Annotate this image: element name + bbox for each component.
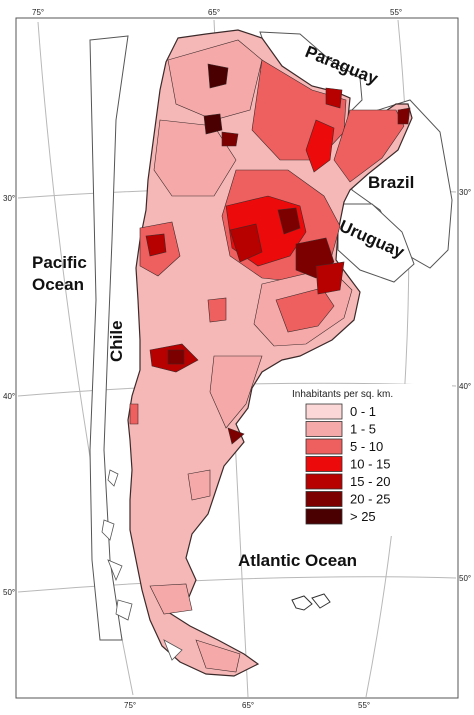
- label-brazil: Brazil: [368, 173, 414, 192]
- label-atlantic-ocean: Atlantic Ocean: [238, 551, 357, 570]
- label-pacific-ocean-line1: Pacific: [32, 253, 87, 272]
- legend-items: 0 - 1 1 - 5 5 - 10 10 - 15 15 - 20 20 - 25 > 2…: [305, 403, 390, 525]
- legend-swatch: [305, 456, 343, 472]
- tick-bottom-65: 65°: [242, 701, 254, 710]
- tick-bottom-55: 55°: [358, 701, 370, 710]
- chile-islands: [101, 469, 183, 661]
- tick-top-55: 55°: [390, 8, 402, 17]
- legend-label: 0 - 1: [350, 404, 376, 419]
- legend-swatch: [305, 508, 343, 525]
- label-chile: Chile: [107, 320, 126, 362]
- tick-left-30: 30°: [3, 194, 15, 203]
- tick-bottom-75: 75°: [124, 701, 136, 710]
- legend-label: 15 - 20: [350, 474, 390, 489]
- legend-swatch: [305, 438, 343, 455]
- legend-title: Inhabitants per sq. km.: [292, 389, 393, 400]
- tick-right-30: 30°: [459, 188, 471, 197]
- legend-label: 1 - 5: [350, 422, 376, 437]
- legend: Inhabitants per sq. km. 0 - 1 1 - 5 5 - 10…: [284, 384, 452, 536]
- legend-swatch: [305, 421, 343, 437]
- label-pacific-ocean-line2: Ocean: [32, 275, 84, 294]
- legend-swatch: [305, 473, 343, 490]
- legend-swatch: [305, 491, 343, 507]
- tick-left-50: 50°: [3, 588, 15, 597]
- tick-top-65: 65°: [208, 8, 220, 17]
- tick-top-75: 75°: [32, 8, 44, 17]
- tick-right-40: 40°: [459, 382, 471, 391]
- legend-label: 10 - 15: [350, 457, 390, 472]
- tick-right-50: 50°: [459, 574, 471, 583]
- legend-swatch: [305, 403, 343, 420]
- legend-label: 5 - 10: [350, 439, 383, 454]
- legend-label: 20 - 25: [350, 492, 390, 507]
- legend-label: > 25: [350, 509, 376, 524]
- tick-left-40: 40°: [3, 392, 15, 401]
- falkland-islands: [291, 593, 331, 611]
- density-regions: [129, 39, 411, 673]
